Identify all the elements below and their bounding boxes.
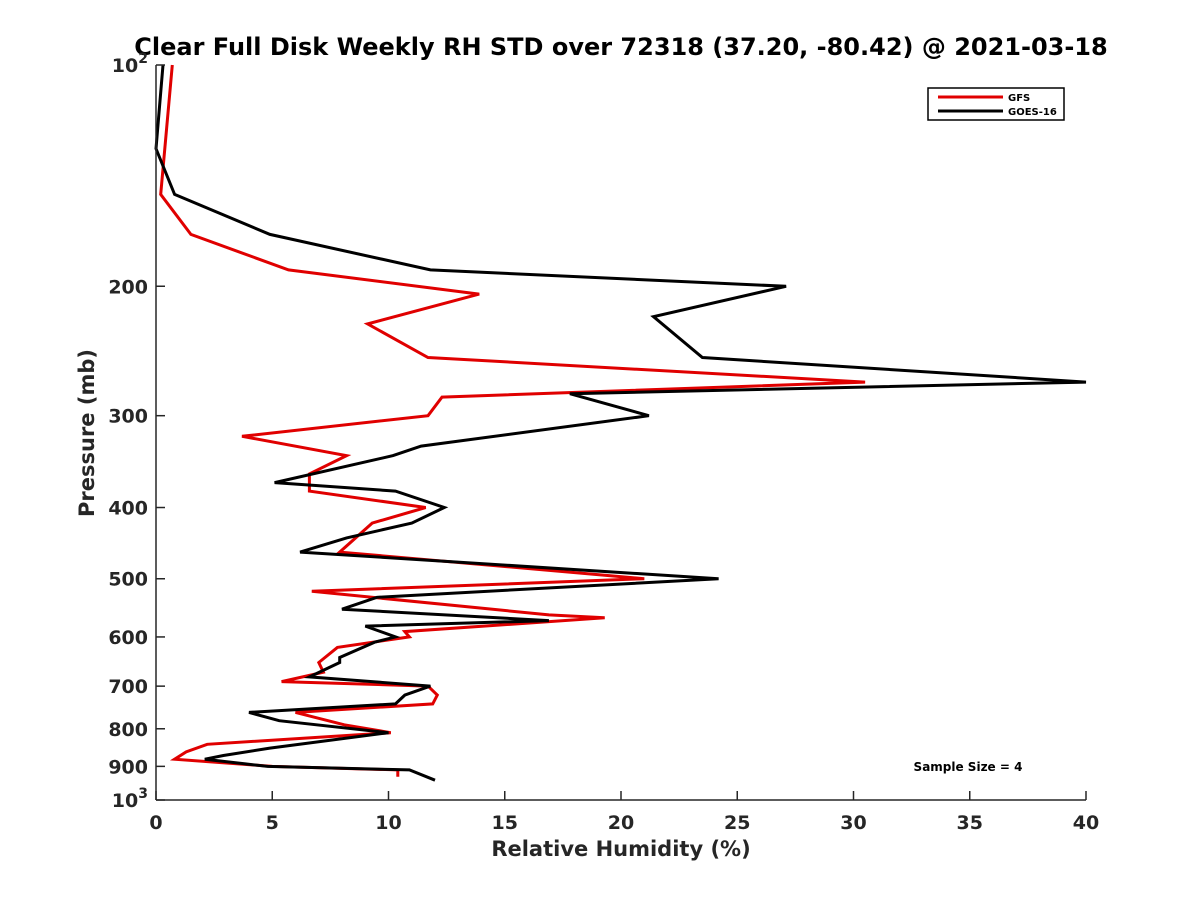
y-tick-label: 400: [108, 498, 148, 520]
legend: GFS GOES-16: [927, 87, 1065, 121]
y-tick-label: 300: [108, 406, 148, 428]
x-tick-label: 10: [375, 812, 401, 834]
y-tick-label: 900: [108, 756, 148, 778]
legend-label: GFS: [1008, 93, 1030, 104]
x-tick-label: 30: [840, 812, 866, 834]
x-tick-label: 20: [608, 812, 634, 834]
x-tick-label: 40: [1073, 812, 1099, 834]
y-tick-label: 700: [108, 676, 148, 698]
x-tick-label: 25: [724, 812, 750, 834]
legend-label: GOES-16: [1008, 107, 1057, 118]
ticks-layer: 0 5 10 15 20 25 30 35 40 102 200 300 400 500 600 700 800…: [108, 51, 1099, 834]
series-line-goes-16: [154, 64, 1087, 782]
legend-box: [927, 87, 1065, 121]
chart-title: Clear Full Disk Weekly RH STD over 72318…: [134, 33, 1107, 61]
y-tick-label: 200: [108, 276, 148, 298]
x-tick-label: 0: [149, 812, 162, 834]
x-tick-label: 5: [266, 812, 279, 834]
x-tick-label: 35: [957, 812, 983, 834]
y-tick-label: 500: [108, 569, 148, 591]
x-tick-label: 15: [492, 812, 518, 834]
y-tick-label: 600: [108, 627, 148, 649]
x-axis-label: Relative Humidity (%): [491, 837, 750, 861]
y-tick-label: 103: [112, 786, 148, 812]
sample-size-annotation: Sample Size = 4: [914, 760, 1023, 774]
series-layer: [154, 64, 1087, 782]
y-tick-label: 102: [112, 51, 148, 77]
y-tick-label: 800: [108, 719, 148, 741]
y-axis-label: Pressure (mb): [75, 349, 99, 517]
